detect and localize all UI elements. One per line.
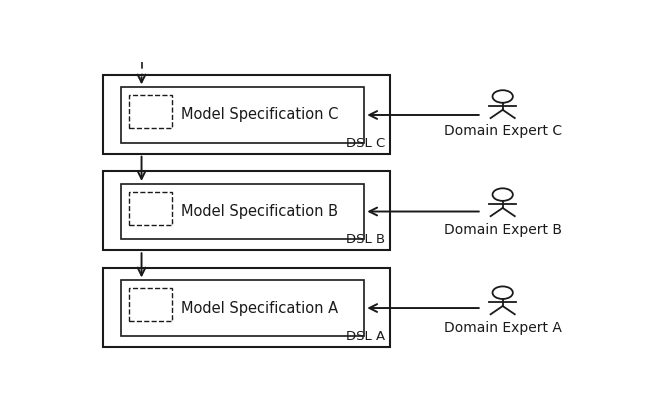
Bar — [103, 268, 390, 347]
Text: Model Specification A: Model Specification A — [181, 300, 338, 316]
Text: DSL C: DSL C — [346, 137, 385, 150]
Bar — [103, 171, 390, 250]
Bar — [129, 95, 173, 129]
Bar — [129, 288, 173, 321]
Text: Domain Expert C: Domain Expert C — [444, 125, 562, 139]
Text: Model Specification B: Model Specification B — [181, 204, 338, 219]
Text: DSL A: DSL A — [346, 330, 385, 343]
Text: DSL B: DSL B — [346, 233, 385, 247]
Text: Domain Expert A: Domain Expert A — [444, 321, 562, 335]
Bar — [121, 184, 364, 239]
Bar — [121, 87, 364, 143]
Text: Model Specification C: Model Specification C — [181, 108, 338, 122]
Bar — [103, 75, 390, 154]
Bar — [129, 192, 173, 225]
Text: Domain Expert B: Domain Expert B — [444, 222, 562, 236]
Bar — [121, 280, 364, 336]
